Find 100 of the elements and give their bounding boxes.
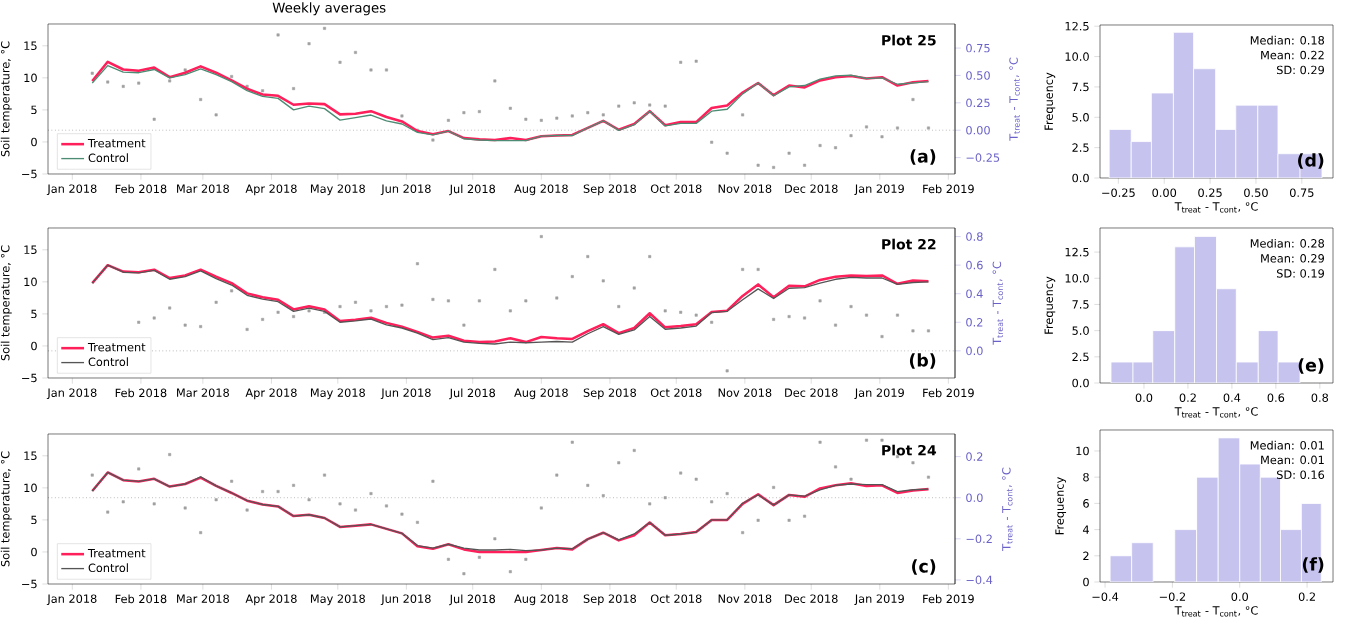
y-tick-label: 5 [31, 105, 37, 115]
x-tick-label: May 2018 [310, 388, 365, 400]
y2-tick-label: 0.2 [966, 318, 983, 327]
y2-tick-label: 0.2 [966, 452, 983, 461]
y-tick-label: 0.0 [1072, 378, 1089, 388]
y-tick-label: 0 [31, 137, 37, 147]
y-tick-label: 2.5 [1072, 143, 1089, 152]
y-tick-label: 4 [1082, 525, 1089, 534]
x-tick-label: 0.00 [1152, 188, 1177, 197]
chart-title: Weekly averages [272, 2, 386, 16]
annotation: (d) [1298, 153, 1324, 169]
y2-tick-label: 0.50 [966, 71, 990, 80]
x-tick-label: Jan 2018 [46, 388, 97, 400]
y2-tick-label: 0.0 [966, 346, 983, 356]
x-tick-label: Dec 2018 [785, 594, 838, 603]
x-tick-label: Apr 2018 [245, 184, 297, 196]
x-axis-title: T$_{treat}$ - T$_{cont}$, °C [1174, 407, 1258, 418]
y2-axis-title: T$_{treat}$ - T$_{cont}$, °C [992, 261, 1003, 345]
y-axis-title: Frequency [1055, 477, 1067, 535]
y-tick-label: 8 [1083, 472, 1089, 482]
y-tick-label: −5 [22, 579, 37, 589]
x-tick-label: Jul 2018 [449, 184, 496, 196]
x-tick-label: Feb 2018 [115, 388, 167, 398]
x-tick-label: −0.2 [1159, 592, 1186, 601]
x-tick-label: Nov 2018 [718, 184, 772, 193]
y-tick-label: 12.5 [1065, 21, 1089, 31]
y-tick-label: −5 [22, 373, 37, 383]
x-tick-label: 0.2 [1179, 393, 1196, 402]
y-tick-label: 5 [31, 309, 37, 319]
x-tick-label: Jan 2019 [854, 184, 904, 196]
y2-axis-title: T$_{treat}$ - T$_{cont}$, °C [1009, 57, 1020, 141]
x-tick-label: Jan 2019 [854, 388, 904, 400]
y-axis-title: Soil temperature, °C [0, 41, 12, 157]
y2-tick-label: −0.4 [966, 575, 993, 585]
x-tick-label: Oct 2018 [650, 594, 702, 603]
y-tick-label: 7.5 [1072, 82, 1089, 92]
y-tick-label: 10 [24, 483, 37, 493]
x-tick-label: 0.50 [1244, 188, 1268, 197]
x-axis-title: T$_{treat}$ - T$_{cont}$, °C [1174, 606, 1258, 617]
x-tick-label: May 2018 [310, 594, 365, 606]
x-tick-label: Jan 2018 [46, 594, 97, 606]
x-tick-label: Nov 2018 [718, 594, 772, 603]
y2-axis-title: T$_{treat}$ - T$_{cont}$, °C [1002, 467, 1013, 551]
legend-label: Control [88, 153, 128, 163]
x-tick-label: Jul 2018 [449, 594, 496, 606]
x-tick-label: Jan 2018 [46, 184, 97, 196]
x-tick-label: Apr 2018 [245, 594, 297, 606]
y2-tick-label: 0.6 [966, 260, 983, 270]
y2-tick-label: 0.00 [966, 125, 990, 135]
x-tick-label: Dec 2018 [785, 184, 838, 193]
x-tick-label: Jan 2019 [854, 594, 904, 606]
annotation: Median: 0.01 [1250, 440, 1324, 450]
x-tick-label: 0.6 [1267, 393, 1285, 402]
x-tick-label: Apr 2018 [245, 388, 297, 400]
x-tick-label: Oct 2018 [650, 184, 702, 193]
y2-tick-label: 0.8 [966, 232, 983, 241]
annotation: Median: 0.18 [1250, 35, 1325, 45]
annotation: SD: 0.16 [1276, 470, 1325, 480]
x-tick-label: Aug 2018 [514, 388, 568, 400]
x-tick-label: Feb 2019 [923, 594, 974, 604]
annotation: Plot 24 [882, 444, 937, 456]
annotation: SD: 0.19 [1276, 269, 1324, 278]
x-tick-label: −0.4 [1092, 592, 1119, 601]
x-tick-label: Feb 2019 [923, 184, 974, 194]
x-tick-label: Aug 2018 [514, 594, 568, 606]
legend-label: Treatment [87, 343, 146, 352]
y-tick-label: 10 [24, 277, 37, 287]
y-tick-label: 6 [1083, 499, 1089, 508]
x-tick-label: Jun 2018 [380, 388, 431, 400]
x-axis-title: T$_{treat}$ - T$_{cont}$, °C [1174, 202, 1258, 213]
x-tick-label: Sep 2018 [583, 388, 637, 400]
y-tick-label: 5.0 [1072, 113, 1089, 122]
y-axis-title: Frequency [1044, 72, 1056, 130]
x-tick-label: 0.75 [1289, 188, 1314, 197]
x-tick-label: Mar 2018 [177, 184, 229, 193]
y-tick-label: 15 [24, 451, 37, 461]
y-tick-label: 10.0 [1065, 273, 1089, 283]
y-tick-label: 0 [1083, 577, 1089, 587]
x-tick-label: Oct 2018 [650, 388, 702, 397]
legend-label: Treatment [87, 139, 146, 148]
x-tick-label: Sep 2018 [583, 184, 637, 196]
annotation: SD: 0.29 [1276, 65, 1325, 75]
x-tick-label: May 2018 [310, 184, 365, 196]
x-tick-label: −0.25 [1102, 188, 1135, 197]
y-tick-label: 0 [31, 547, 37, 557]
x-tick-label: Feb 2018 [115, 594, 167, 604]
x-tick-label: 0.0 [1135, 393, 1153, 402]
annotation: (a) [910, 149, 936, 165]
legend-label: Control [88, 563, 128, 573]
y-tick-label: 15 [24, 245, 37, 255]
y2-tick-label: 0.25 [966, 98, 990, 108]
x-tick-label: Dec 2018 [785, 388, 838, 397]
y-axis-title: Frequency [1044, 276, 1056, 334]
annotation: Plot 25 [882, 34, 936, 46]
x-tick-label: 0.8 [1311, 393, 1329, 402]
x-tick-label: Jun 2018 [380, 594, 431, 606]
x-tick-label: Aug 2018 [514, 184, 568, 196]
annotation: (f) [1302, 557, 1324, 573]
y-tick-label: 10 [24, 73, 37, 83]
y2-tick-label: 0.75 [966, 43, 990, 53]
